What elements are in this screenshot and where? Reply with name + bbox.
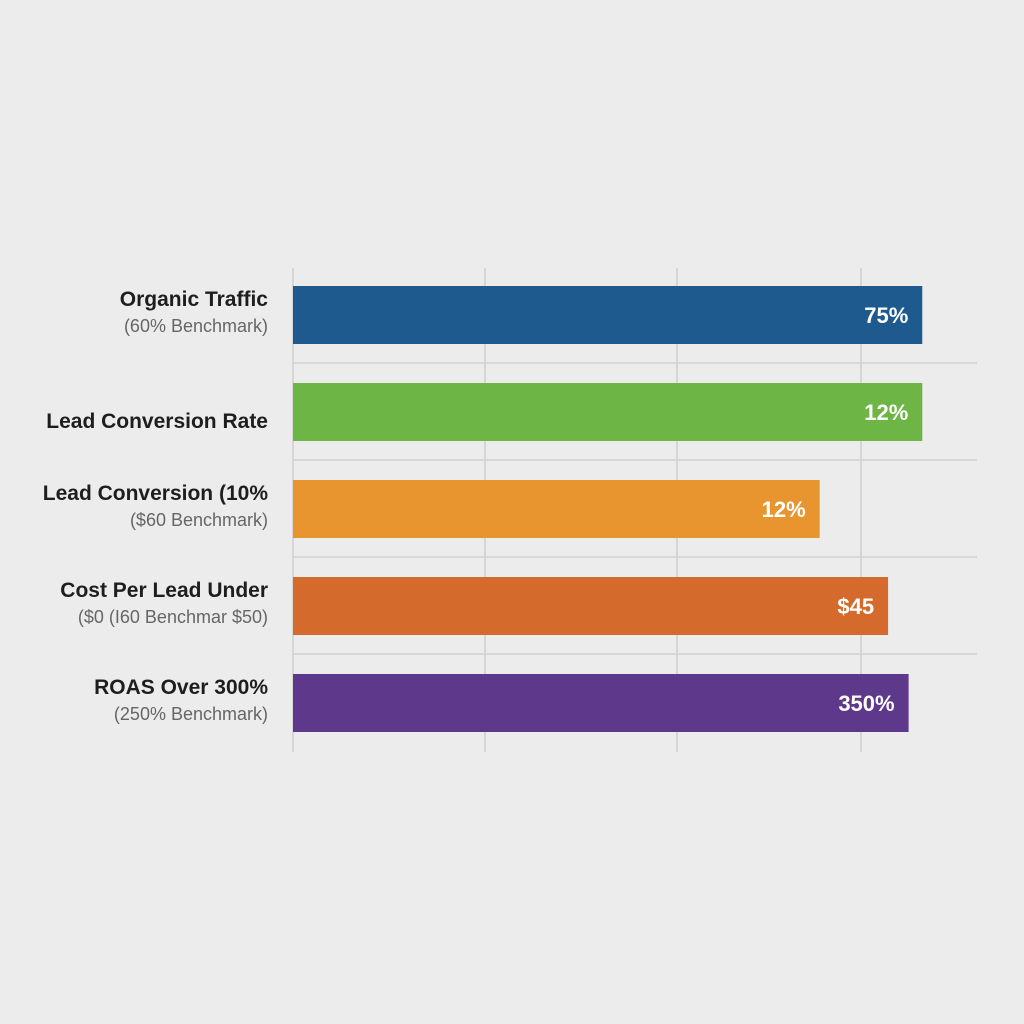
category-benchmark: (60% Benchmark) <box>123 316 268 336</box>
category-label: Cost Per Lead Under ($0 (I60 Benchmar $50… <box>60 579 268 628</box>
value-label: 75% <box>864 303 908 328</box>
bar <box>293 286 923 344</box>
bar <box>293 383 923 441</box>
value-label: 350% <box>838 691 894 716</box>
value-label: 12% <box>762 497 806 522</box>
category-benchmark: ($0 (I60 Benchmar $50) <box>77 607 268 627</box>
category-benchmark: ($60 Benchmark) <box>129 510 268 530</box>
category-benchmark: (250% Benchmark) <box>113 704 268 724</box>
value-label: 12% <box>864 400 908 425</box>
bar <box>293 674 909 732</box>
category-name: Organic Traffic <box>119 288 268 311</box>
bar <box>293 577 889 635</box>
value-label: $45 <box>837 594 874 619</box>
category-name: ROAS Over 300% <box>94 676 268 699</box>
category-name: Lead Conversion Rate <box>46 410 268 433</box>
category-name: Lead Conversion (10% <box>42 482 268 505</box>
bar <box>293 480 820 538</box>
category-name: Cost Per Lead Under <box>60 579 268 602</box>
category-label: ROAS Over 300% (250% Benchmark) <box>94 676 268 725</box>
category-label: Organic Traffic (60% Benchmark) <box>120 288 268 337</box>
category-label: Lead Conversion (10% ($60 Benchmark) <box>43 482 268 531</box>
category-label: Lead Conversion Rate <box>46 410 268 434</box>
